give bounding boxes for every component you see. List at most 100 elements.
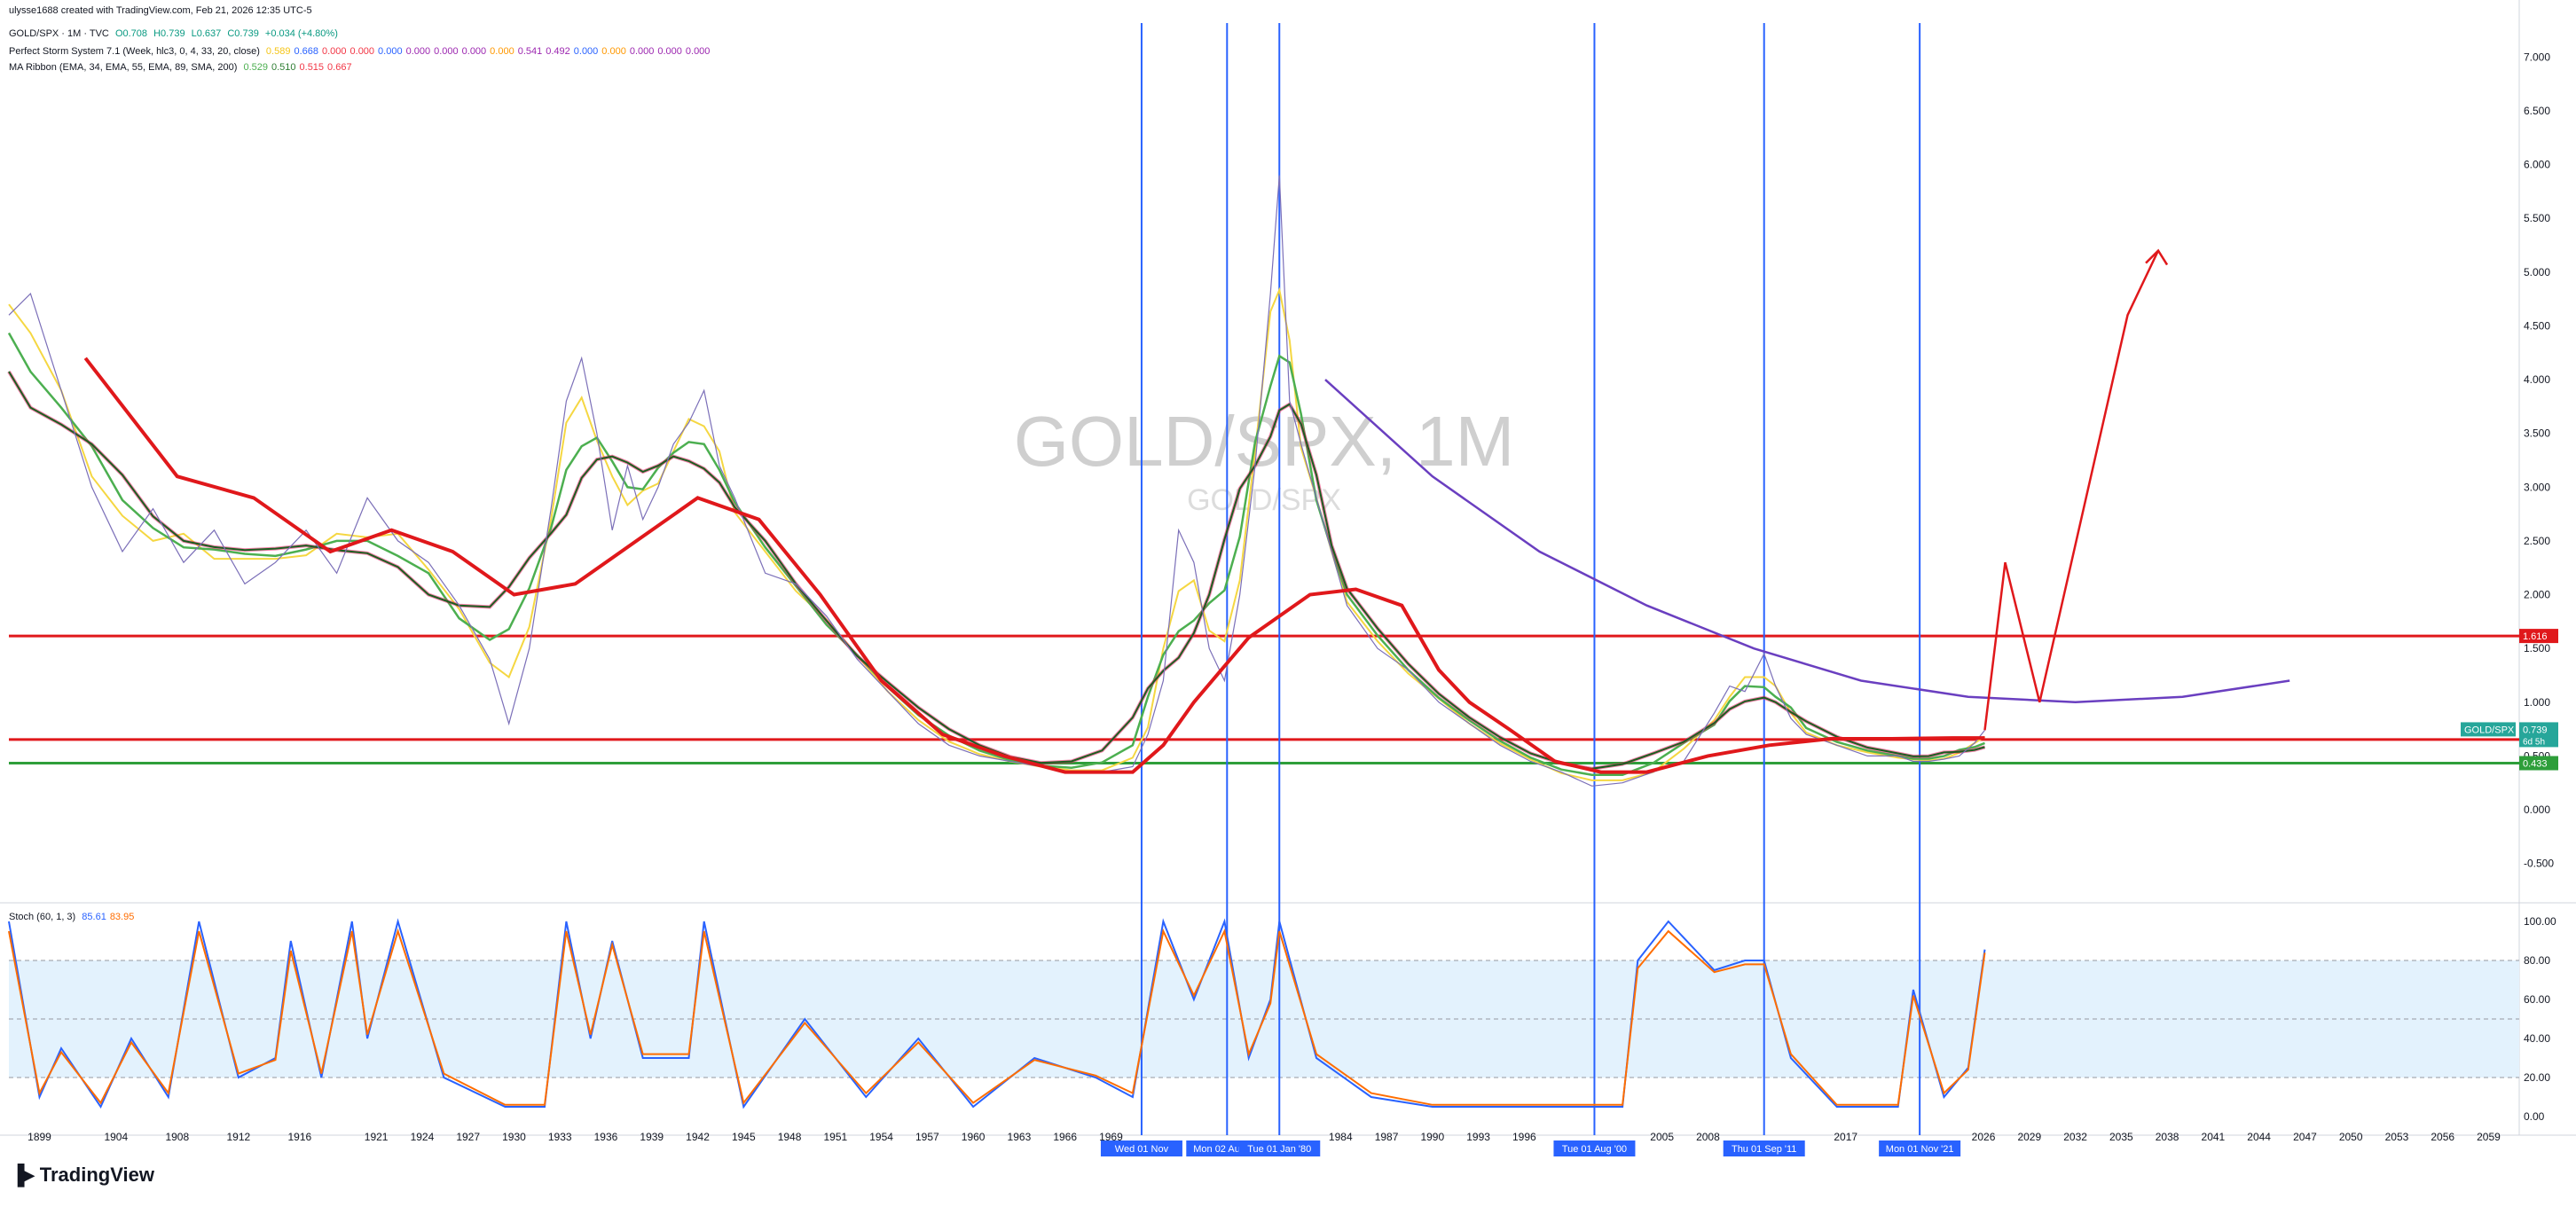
marker-date-label: Mon 01 Nov '21 xyxy=(1886,1144,1954,1155)
tradingview-logo[interactable]: ▐▸ TradingView xyxy=(11,1164,154,1187)
symbol-name[interactable]: GOLD/SPX · 1M · TVC xyxy=(9,28,109,39)
indicator1-value-2: 0.000 xyxy=(321,46,347,57)
price-tick-label: 1.000 xyxy=(2524,696,2550,709)
time-tick-label: 1930 xyxy=(502,1131,526,1143)
time-tick-label: 1908 xyxy=(165,1131,189,1143)
watermark-symbol: GOLD/SPX, 1M xyxy=(1014,402,1515,481)
indicator1-values: 0.589 0.668 0.000 0.000 0.000 0.000 0.000 0.000… xyxy=(266,46,714,57)
time-tick-label: 1899 xyxy=(27,1131,51,1143)
time-tick-label: 2029 xyxy=(2017,1131,2041,1143)
indicator1-name[interactable]: Perfect Storm System 7.1 (Week, hlc3, 0,… xyxy=(9,46,260,57)
price-tick-label: 6.000 xyxy=(2524,159,2550,171)
time-tick-label: 1966 xyxy=(1053,1131,1077,1143)
price-tick-label: 7.000 xyxy=(2524,51,2550,63)
indicator1-value-14: 0.000 xyxy=(657,46,682,57)
indicator1-value-15: 0.000 xyxy=(685,46,711,57)
time-tick-label: 2056 xyxy=(2431,1131,2454,1143)
tradingview-brand-text: TradingView xyxy=(39,1164,154,1186)
time-tick-label: 2041 xyxy=(2202,1131,2226,1143)
indicator1-value-10: 0.492 xyxy=(546,46,570,57)
price-tick-label: 5.500 xyxy=(2524,212,2550,224)
stoch-legend: Stoch (60, 1, 3) 85.61 83.95 xyxy=(9,912,141,922)
price-tick-label: 6.500 xyxy=(2524,105,2550,117)
ema55-line xyxy=(7,332,1985,776)
price-line xyxy=(8,175,1985,787)
time-tick-label: 1942 xyxy=(686,1131,710,1143)
projection-arrowhead xyxy=(2145,248,2169,266)
indicator2-legend: MA Ribbon (EMA, 34, EMA, 55, EMA, 89, SM… xyxy=(9,62,359,73)
time-tick-label: 2044 xyxy=(2247,1131,2271,1143)
symbol-legend: GOLD/SPX · 1M · TVC O0.708 H0.739 L0.637… xyxy=(9,28,342,39)
stoch-tick-label: 60.00 xyxy=(2524,993,2550,1006)
indicator1-value-6: 0.000 xyxy=(434,46,459,57)
indicator1-value-7: 0.000 xyxy=(461,46,487,57)
indicator2-value-2: 0.515 xyxy=(299,62,325,73)
time-tick-label: 1969 xyxy=(1099,1131,1123,1143)
stoch-name[interactable]: Stoch (60, 1, 3) xyxy=(9,912,76,922)
marker-date-badge xyxy=(1723,1140,1805,1156)
indicator2-value-1: 0.510 xyxy=(271,62,296,73)
time-tick-label: 1927 xyxy=(456,1131,480,1143)
time-tick-label: 1933 xyxy=(548,1131,572,1143)
ohlc-high: H0.739 xyxy=(153,28,185,39)
marker-date-badge xyxy=(1100,1140,1182,1156)
ohlc-change: +0.034 (+4.80%) xyxy=(264,28,338,39)
time-tick-label: 1936 xyxy=(594,1131,618,1143)
time-tick-label: 1963 xyxy=(1008,1131,1032,1143)
time-tick-label: 2035 xyxy=(2109,1131,2133,1143)
indicator2-value-0: 0.529 xyxy=(243,62,268,73)
ohlc-open: O0.708 xyxy=(114,28,148,39)
time-tick-label: 1916 xyxy=(288,1131,312,1143)
indicator1-legend: Perfect Storm System 7.1 (Week, hlc3, 0,… xyxy=(9,46,717,57)
indicator1-value-8: 0.000 xyxy=(490,46,514,57)
stoch-tick-label: 40.00 xyxy=(2524,1032,2550,1045)
author-line: ulysse1688 created with TradingView.com,… xyxy=(9,5,312,16)
indicator1-value-3: 0.000 xyxy=(349,46,375,57)
indicator2-name[interactable]: MA Ribbon (EMA, 34, EMA, 55, EMA, 89, SM… xyxy=(9,62,238,73)
time-tick-label: 1948 xyxy=(778,1131,802,1143)
marker-date-label: Tue 01 Jan '80 xyxy=(1247,1144,1311,1155)
marker-date-badge xyxy=(1553,1140,1636,1156)
stoch-values: 85.61 83.95 xyxy=(82,912,137,922)
last-price-bg xyxy=(2519,722,2558,748)
indicator1-value-5: 0.000 xyxy=(405,46,431,57)
indicator1-value-0: 0.589 xyxy=(265,46,291,57)
price-tick-label: 0.000 xyxy=(2524,803,2550,816)
indicator1-value-13: 0.000 xyxy=(629,46,655,57)
time-tick-label: 2008 xyxy=(1696,1131,1720,1143)
time-tick-label: 2032 xyxy=(2063,1131,2087,1143)
stoch-value-0: 85.61 xyxy=(82,912,106,922)
time-tick-label: 2050 xyxy=(2339,1131,2363,1143)
indicator1-value-12: 0.000 xyxy=(601,46,626,57)
time-tick-label: 2047 xyxy=(2293,1131,2317,1143)
price-tick-label: 2.500 xyxy=(2524,535,2550,547)
ema89-line xyxy=(8,371,1985,770)
time-tick-label: 2005 xyxy=(1650,1131,1674,1143)
level-label-bg xyxy=(2519,629,2558,644)
price-tick-label: 3.000 xyxy=(2524,481,2550,493)
ma-ribbon-band xyxy=(7,370,1986,771)
projection-path xyxy=(1983,250,2160,731)
time-tick-label: 2059 xyxy=(2477,1131,2501,1143)
tradingview-logo-icon: ▐▸ xyxy=(11,1164,35,1186)
indicator1-value-4: 0.000 xyxy=(378,46,403,57)
time-tick-label: 2026 xyxy=(1972,1131,1996,1143)
stoch-tick-label: 20.00 xyxy=(2524,1071,2550,1084)
indicator1-value-9: 0.541 xyxy=(517,46,543,57)
time-tick-label: 1993 xyxy=(1466,1131,1490,1143)
time-tick-label: 1960 xyxy=(962,1131,986,1143)
ohlc-close: C0.739 xyxy=(227,28,259,39)
time-tick-label: 2017 xyxy=(1834,1131,1857,1143)
stoch-tick-label: 100.00 xyxy=(2524,915,2556,928)
level-label: 1.616 xyxy=(2523,631,2548,642)
price-tick-label: -0.500 xyxy=(2524,858,2554,870)
price-tick-label: 2.000 xyxy=(2524,589,2550,601)
price-tick-label: 3.500 xyxy=(2524,427,2550,440)
time-tick-label: 1912 xyxy=(226,1131,250,1143)
time-tick-label: 1987 xyxy=(1375,1131,1399,1143)
level-label-bg xyxy=(2519,756,2558,771)
countdown-label: 6d 5h xyxy=(2523,737,2545,747)
stoch-value-1: 83.95 xyxy=(109,912,135,922)
indicator2-values: 0.529 0.510 0.515 0.667 xyxy=(243,62,355,73)
ohlc-low: L0.637 xyxy=(191,28,222,39)
